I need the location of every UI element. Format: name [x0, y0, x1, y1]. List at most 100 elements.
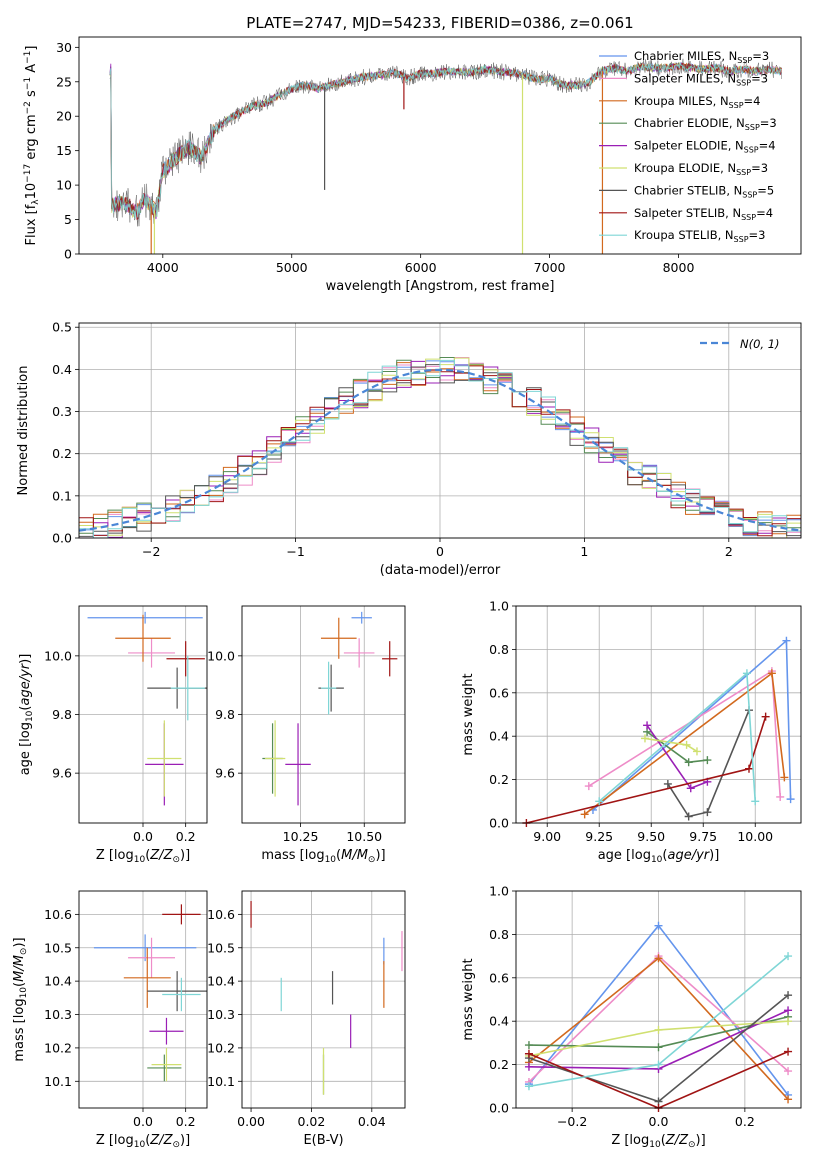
weight-vs-age-axes: 9.00 9.25 9.50 9.75 10.00 0.0 0.2 0.4 0.6 0.8 1.0 — [489, 599, 801, 844]
mass-vs-ebv-ytick-label: 10.4 — [207, 974, 235, 989]
weight-vs-age-point-marker — [786, 795, 795, 804]
legend-entry: Chabrier STELIB, NSSP=5 — [634, 183, 774, 199]
weight-vs-age-point-marker — [686, 784, 695, 793]
legend-entry: Kroupa ELODIE, NSSP=3 — [634, 161, 768, 177]
weight-vs-z-frame — [515, 890, 802, 1109]
spectrum-xtick-label: 4000 — [147, 260, 179, 275]
weight-vs-z-xtick-label: −0.2 — [557, 1114, 587, 1129]
weight-vs-z-point-marker — [784, 991, 793, 1000]
mass-vs-z-ylabel: mass [log10(M/M⊙)] — [12, 937, 29, 1061]
weight-vs-age-point-marker — [640, 734, 649, 743]
weight-vs-age-point-marker — [744, 764, 753, 773]
age-vs-mass-xtick-label: 10.25 — [283, 829, 319, 844]
spectrum-ytick-label: 30 — [56, 40, 72, 55]
weight-vs-age-point-marker — [584, 782, 593, 791]
weight-vs-z-point-marker — [784, 1006, 793, 1015]
age-vs-mass-xtick-label: 10.50 — [346, 829, 382, 844]
weight-vs-z-point-marker — [784, 1067, 793, 1076]
age-vs-z-ytick-label: 10.0 — [44, 648, 72, 663]
weight-vs-z-point-marker — [784, 952, 793, 961]
weight-vs-z-point-marker — [654, 921, 663, 930]
mass-vs-ebv-xtick-label: 0.02 — [298, 1114, 326, 1129]
age-vs-z-ytick-label: 9.8 — [52, 707, 72, 722]
weight-vs-age-ylabel: mass weight — [461, 673, 476, 755]
weight-vs-z-ytick-label: 0.2 — [489, 1057, 509, 1072]
legend-entry: Salpeter ELODIE, NSSP=4 — [634, 139, 776, 155]
weight-vs-age-point-marker — [580, 810, 589, 819]
residual-histograms — [79, 357, 801, 538]
age-vs-z-errorbars — [87, 611, 207, 806]
age-vs-z-axes: 0.0 0.2 9.6 9.8 10.0 — [44, 606, 207, 844]
residuals-ytick-label: 0.5 — [52, 320, 72, 335]
weight-vs-z-xtick-label: 0.0 — [649, 1114, 669, 1129]
age-vs-mass-frame — [241, 605, 406, 824]
spectrum-series-line — [109, 62, 782, 219]
residuals-xtick-label: 1 — [580, 544, 588, 559]
weight-vs-z-ytick-label: 0.6 — [489, 970, 509, 985]
weight-vs-age-point-marker — [776, 792, 785, 801]
weight-vs-z-point-marker — [524, 1062, 533, 1071]
weight-vs-z-ytick-label: 0.4 — [489, 1014, 509, 1029]
residuals-frame — [78, 322, 802, 539]
mass-vs-ebv-ytick-label: 10.1 — [207, 1074, 235, 1089]
weight-vs-age-ytick-label: 0.8 — [489, 642, 509, 657]
mass-vs-z-frame — [78, 890, 208, 1109]
spectrum-ytick-label: 10 — [56, 178, 72, 193]
weight-vs-age-point-marker — [761, 712, 770, 721]
spectrum-legend: Chabrier MILES, NSSP=3 Salpeter MILES, NS… — [599, 49, 777, 244]
legend-entry: N(0, 1) — [740, 337, 780, 351]
legend-entry: Chabrier ELODIE, NSSP=3 — [634, 116, 777, 132]
normal-curve — [79, 368, 801, 532]
mass-vs-z-axes: 0.0 0.2 10.1 10.2 10.3 10.4 10.5 10.6 — [44, 891, 207, 1129]
weight-vs-age-point-marker — [663, 779, 672, 788]
figure-title: PLATE=2747, MJD=54233, FIBERID=0386, z=0… — [246, 14, 633, 32]
residual-histogram-series — [79, 359, 801, 538]
weight-vs-z-point-marker — [784, 1017, 793, 1026]
mass-vs-ebv-ytick-label: 10.2 — [207, 1040, 235, 1055]
weight-vs-age-xlabel: age [log10(age/yr)] — [598, 848, 720, 865]
mass-vs-z-ytick-label: 10.2 — [44, 1040, 72, 1055]
mass-vs-ebv-axes: 0.00 0.02 0.04 10.1 10.2 10.3 10.4 10.5 10.6 — [207, 891, 405, 1129]
weight-vs-age-series — [522, 636, 795, 827]
age-vs-z-ylabel: age [log10(age/yr)] — [18, 654, 35, 776]
mass-vs-ebv-xlabel: E(B-V) — [303, 1133, 343, 1148]
legend-entry: Chabrier MILES, NSSP=3 — [634, 49, 769, 65]
weight-vs-age-xtick-label: 9.00 — [533, 829, 561, 844]
weight-vs-age-frame — [515, 605, 802, 824]
weight-vs-z-point-marker — [784, 1047, 793, 1056]
age-vs-z-xtick-label: 0.2 — [176, 829, 196, 844]
mass-vs-z-xlabel: Z [log10(Z/Z⊙)] — [96, 1133, 190, 1150]
spectrum-frame — [78, 36, 802, 255]
mass-vs-ebv-ytick-label: 10.5 — [207, 940, 235, 955]
spectrum-series-line — [109, 62, 782, 220]
age-vs-mass-errorbars — [262, 611, 398, 806]
weight-vs-z-xlabel: Z [log10(Z/Z⊙)] — [611, 1133, 705, 1150]
legend-entry: Salpeter MILES, NSSP=3 — [634, 71, 768, 87]
residuals-ytick-label: 0.4 — [52, 362, 72, 377]
weight-vs-age-xtick-label: 9.50 — [637, 829, 665, 844]
weight-vs-age-series-line — [526, 716, 767, 824]
weight-vs-age-point-marker — [682, 740, 691, 749]
weight-vs-age-xtick-label: 10.00 — [737, 829, 773, 844]
weight-vs-age-ytick-label: 1.0 — [489, 599, 509, 614]
weight-vs-z-ytick-label: 0.8 — [489, 927, 509, 942]
spectrum-xtick-label: 6000 — [405, 260, 437, 275]
age-vs-z-ytick-label: 9.6 — [52, 766, 72, 781]
legend-entry: Kroupa STELIB, NSSP=3 — [634, 228, 765, 244]
weight-vs-age-point-marker — [742, 669, 751, 678]
age-vs-mass-ytick-label: 10.0 — [207, 648, 235, 663]
age-vs-z-xlabel: Z [log10(Z/Z⊙)] — [96, 848, 190, 865]
weight-vs-age-point-marker — [780, 773, 789, 782]
spectrum-xtick-label: 8000 — [663, 260, 695, 275]
weight-vs-age-series-line — [646, 724, 708, 790]
spectrum-ylabel: Flux [fλ10−17 erg cm−2 s−1 A−1] — [23, 46, 41, 246]
weight-vs-age-point-marker — [782, 636, 791, 645]
residual-legend: N(0, 1) — [700, 337, 780, 351]
mass-vs-ebv-frame — [241, 890, 406, 1109]
spectrum-ytick-label: 5 — [64, 212, 72, 227]
mass-vs-z-errorbars — [93, 904, 207, 1082]
mass-vs-ebv-ytick-label: 10.6 — [207, 907, 235, 922]
mass-vs-z-ytick-label: 10.4 — [44, 974, 72, 989]
weight-vs-z-ytick-label: 1.0 — [489, 884, 509, 899]
